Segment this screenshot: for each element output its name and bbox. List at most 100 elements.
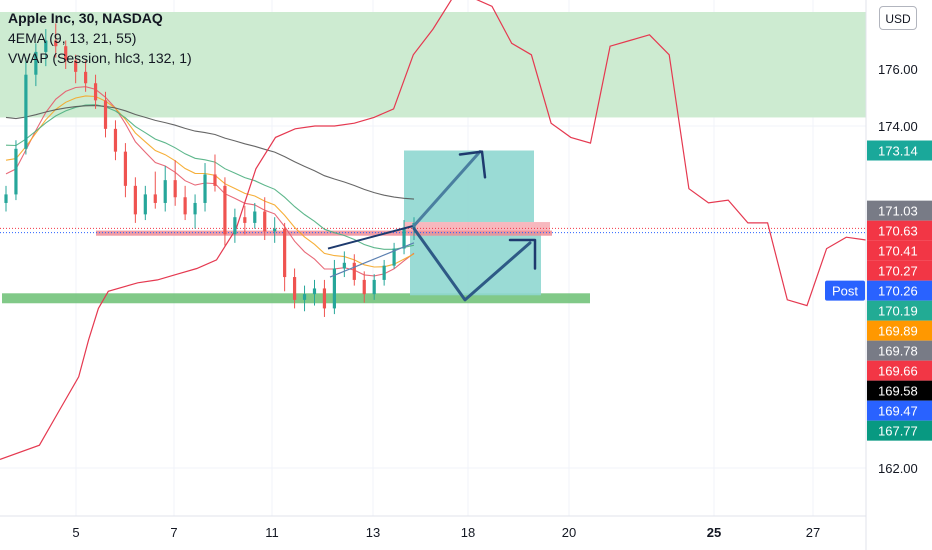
- candle-body: [342, 262, 346, 269]
- price-label-text: 169.47: [878, 404, 918, 419]
- price-label-bg: [867, 360, 932, 381]
- candle-body: [332, 268, 336, 309]
- candles: [4, 23, 416, 317]
- candle-body: [362, 279, 366, 295]
- price-label-bg: [867, 340, 932, 361]
- candle-body: [24, 74, 28, 149]
- price-label[interactable]: 169.47: [867, 400, 932, 421]
- price-label-text: 170.41: [878, 244, 918, 259]
- candle-body: [84, 71, 88, 84]
- price-label-bg: [867, 300, 932, 321]
- candle-body: [263, 211, 267, 232]
- price-label-text: 167.77: [878, 424, 918, 439]
- price-label-bg: [867, 260, 932, 281]
- price-tick-label: 176.00: [878, 62, 918, 77]
- currency-button[interactable]: USD: [879, 6, 917, 30]
- candle-body: [143, 194, 147, 215]
- price-label-text: 170.19: [878, 304, 918, 319]
- candle-body: [402, 228, 406, 249]
- price-label-text: 169.66: [878, 364, 918, 379]
- time-tick-label: 20: [562, 525, 576, 540]
- time-tick-label: 5: [72, 525, 79, 540]
- price-label[interactable]: 169.66: [867, 360, 932, 381]
- candle-body: [64, 46, 68, 61]
- price-label[interactable]: 170.41: [867, 240, 932, 261]
- candle-body: [173, 180, 177, 198]
- candle-body: [183, 197, 187, 215]
- candle-body: [123, 151, 128, 186]
- indicator-ema[interactable]: 4EMA (9, 13, 21, 55): [8, 30, 137, 46]
- candle-body: [74, 60, 78, 72]
- price-label-text: 169.78: [878, 344, 918, 359]
- price-label-text: 173.14: [878, 144, 918, 159]
- candle-body: [14, 148, 18, 195]
- short-arrow-head: [508, 238, 537, 270]
- ema-21-line: [5, 104, 415, 250]
- price-label[interactable]: 173.14: [867, 140, 932, 161]
- price-label-bg: [867, 400, 932, 421]
- price-label[interactable]: 170.27: [867, 260, 932, 281]
- candle-body: [273, 228, 277, 232]
- trend-line-2: [329, 242, 415, 278]
- price-tick-label: 162.00: [878, 461, 918, 476]
- candle-body: [292, 277, 297, 300]
- short-path: [412, 227, 532, 302]
- price-axis[interactable]: 176.00 174.00 162.00 173.14 171.03 170.63 170.…: [825, 62, 932, 476]
- candle-body: [233, 217, 237, 235]
- candle-body: [103, 100, 108, 129]
- price-label[interactable]: 167.77: [867, 420, 932, 441]
- candle-body: [372, 279, 376, 295]
- candle-body: [44, 40, 48, 52]
- candle-body: [283, 228, 287, 278]
- price-label-text: 170.27: [878, 264, 918, 279]
- ema-lines: [5, 86, 415, 277]
- price-label-text: 171.03: [878, 204, 918, 219]
- candle-body: [322, 288, 327, 309]
- price-label[interactable]: 170.26 Post: [825, 280, 932, 301]
- drawing-zones: [0, 12, 866, 304]
- long-arrow-head: [458, 150, 487, 179]
- candle-body: [113, 128, 118, 152]
- price-label-text: 169.58: [878, 384, 918, 399]
- candle-body: [223, 185, 227, 235]
- ema-13-line: [5, 95, 415, 268]
- price-label[interactable]: 171.03: [867, 200, 932, 221]
- candle-body: [163, 180, 167, 203]
- candle-body: [34, 51, 38, 75]
- price-label-bg: [867, 200, 932, 221]
- post-tag-text: Post: [832, 284, 858, 299]
- vwap-line: [0, 0, 867, 460]
- price-label-bg: [867, 220, 932, 241]
- price-label[interactable]: 169.58: [867, 380, 932, 401]
- candle-body: [93, 83, 98, 101]
- indicator-vwap[interactable]: VWAP (Session, hlc3, 132, 1): [8, 50, 192, 66]
- ema-55-line: [5, 105, 415, 200]
- price-tick-label: 174.00: [878, 119, 918, 134]
- post-tag-bg: [825, 280, 865, 301]
- drawings: [327, 150, 537, 302]
- time-axis[interactable]: 5 7 11 13 18 20 25 27: [72, 525, 820, 540]
- time-tick-label: 27: [806, 525, 820, 540]
- price-label-bg: [867, 320, 932, 341]
- stop-zone: [410, 232, 541, 296]
- price-label[interactable]: 169.78: [867, 340, 932, 361]
- candle-body: [203, 174, 207, 203]
- symbol-title[interactable]: Apple Inc, 30, NASDAQ: [8, 10, 163, 26]
- price-label[interactable]: 170.19: [867, 300, 932, 321]
- price-label-bg: [867, 140, 932, 161]
- candle-body: [302, 294, 307, 300]
- candle-body: [54, 40, 58, 47]
- time-tick-label: 11: [265, 525, 279, 540]
- candle-body: [243, 217, 247, 223]
- candle-body: [193, 202, 197, 215]
- price-label[interactable]: 170.63: [867, 220, 932, 241]
- price-label[interactable]: 169.89: [867, 320, 932, 341]
- time-tick-label: 25: [707, 525, 721, 540]
- price-label-text: 170.63: [878, 224, 918, 239]
- candle-body: [382, 265, 386, 280]
- trend-line-1: [327, 224, 415, 250]
- candle-body: [312, 288, 317, 295]
- vwap-line-group: [0, 0, 867, 460]
- long-arrow-shaft: [412, 150, 482, 228]
